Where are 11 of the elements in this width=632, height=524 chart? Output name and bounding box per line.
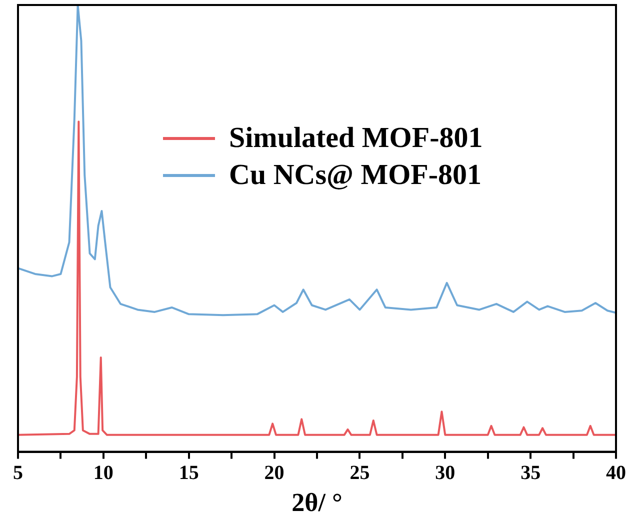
x-tick-label: 30	[435, 462, 456, 484]
x-tick-label: 25	[350, 462, 370, 484]
x-tick-label: 10	[93, 462, 114, 484]
legend-label: Cu NCs@ MOF-801	[229, 159, 482, 192]
x-axis-title: 2θ/ °	[292, 488, 342, 518]
legend-label: Simulated MOF-801	[229, 122, 483, 155]
x-tick-label: 20	[264, 462, 284, 484]
x-tick-label: 5	[13, 462, 23, 484]
x-tick-label: 35	[520, 462, 541, 484]
x-tick-label: 15	[178, 462, 199, 484]
x-tick-label: 40	[606, 462, 626, 484]
